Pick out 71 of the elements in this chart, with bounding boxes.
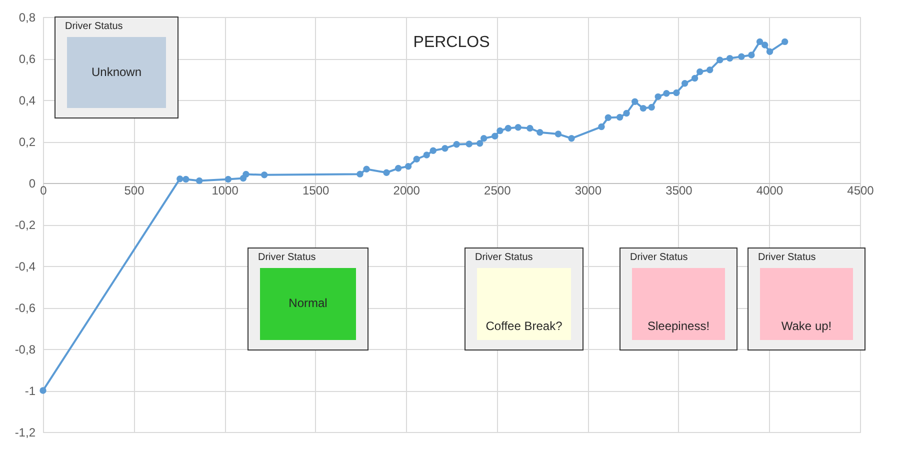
point xyxy=(176,176,184,182)
point xyxy=(480,135,488,142)
point xyxy=(430,147,437,154)
point xyxy=(673,89,680,96)
y-tick-label: 0,2 xyxy=(18,135,36,149)
y-tick-label: -0,2 xyxy=(14,218,36,232)
point xyxy=(536,129,544,136)
point xyxy=(356,170,364,178)
point xyxy=(598,123,605,130)
x-tick-label: 1500 xyxy=(302,184,330,198)
x-tick-label: 4000 xyxy=(756,184,784,198)
x-tick-label: 3500 xyxy=(666,184,693,198)
point xyxy=(554,130,562,138)
point xyxy=(496,127,504,134)
point xyxy=(453,141,460,148)
point xyxy=(716,56,724,64)
y-tick-label: -0,6 xyxy=(14,301,36,315)
point xyxy=(640,104,647,112)
point xyxy=(466,140,472,148)
point xyxy=(748,52,755,58)
x-tick-label: 4500 xyxy=(847,184,874,198)
point xyxy=(623,110,630,117)
point xyxy=(442,145,448,152)
point xyxy=(663,90,670,97)
point xyxy=(632,98,638,106)
point xyxy=(182,176,190,183)
point xyxy=(404,163,412,170)
point xyxy=(604,114,612,121)
point xyxy=(413,156,420,162)
point xyxy=(514,124,522,131)
point xyxy=(781,38,788,46)
x-tick-label: 2000 xyxy=(393,184,420,198)
point xyxy=(242,170,250,178)
point xyxy=(756,38,764,46)
y-tick-label: -0,8 xyxy=(14,342,36,356)
point xyxy=(738,53,745,60)
point xyxy=(423,152,430,158)
x-tick-label: 2500 xyxy=(484,184,512,198)
point xyxy=(476,140,484,147)
y-tick-label: -1,2 xyxy=(14,426,36,440)
x-tick-label: 0 xyxy=(40,184,48,198)
point xyxy=(681,80,688,87)
point xyxy=(526,124,534,132)
y-tick-label: -1 xyxy=(24,384,36,398)
y-tick-label: 0,6 xyxy=(18,52,36,66)
point xyxy=(568,135,575,142)
point xyxy=(196,177,203,184)
point xyxy=(492,132,498,140)
point xyxy=(363,166,370,172)
point xyxy=(696,68,704,76)
y-tick-label: -0,4 xyxy=(14,260,36,274)
point xyxy=(616,114,624,121)
point xyxy=(654,93,662,100)
point xyxy=(762,42,768,48)
y-tick-label: 0,4 xyxy=(18,94,36,108)
point xyxy=(504,124,512,132)
x-tick-label: 1000 xyxy=(212,184,239,198)
point xyxy=(691,74,698,82)
point xyxy=(394,164,402,172)
point xyxy=(726,54,734,62)
point xyxy=(706,66,714,74)
point xyxy=(383,169,390,176)
point xyxy=(260,172,268,178)
point xyxy=(766,48,774,55)
point xyxy=(648,104,655,111)
text: PERCLOS xyxy=(413,34,490,51)
x-tick-label: 3000 xyxy=(574,184,602,198)
point xyxy=(224,176,232,183)
x-tick-label: 500 xyxy=(124,184,145,198)
y-tick-label: 0,8 xyxy=(18,10,36,24)
point xyxy=(40,387,46,394)
